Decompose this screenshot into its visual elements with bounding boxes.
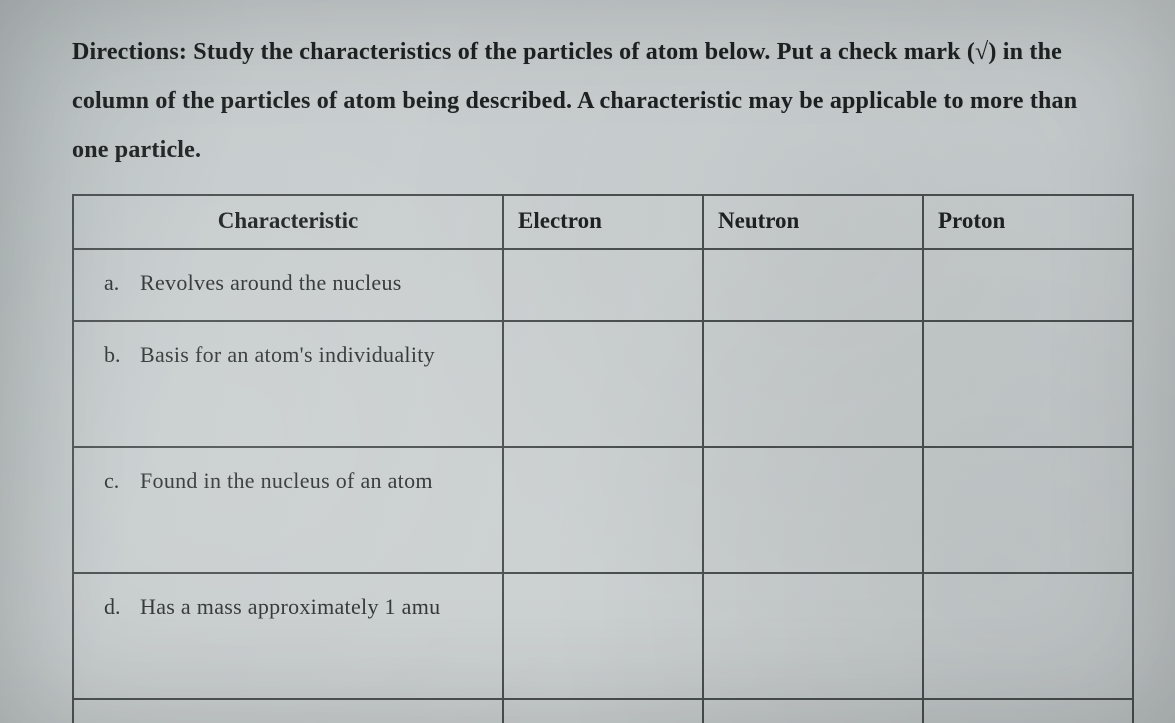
- table-row: c. Found in the nucleus of an atom: [73, 447, 1133, 573]
- header-characteristic: Characteristic: [73, 195, 503, 249]
- table-header-row: Characteristic Electron Neutron Proton: [73, 195, 1133, 249]
- characteristics-table: Characteristic Electron Neutron Proton a…: [72, 194, 1134, 723]
- row-text: Responsible for the mass of an atom: [140, 712, 490, 723]
- row-letter: c.: [104, 460, 140, 503]
- header-proton: Proton: [923, 195, 1133, 249]
- directions-lead: Directions:: [72, 39, 187, 65]
- row-letter: b.: [104, 334, 140, 377]
- table-row: b. Basis for an atom's individuality: [73, 321, 1133, 447]
- worksheet-page: Directions: Study the characteristics of…: [0, 0, 1175, 723]
- row-text: Found in the nucleus of an atom: [140, 460, 490, 503]
- header-neutron: Neutron: [703, 195, 923, 249]
- row-text: Has a mass approximately 1 amu: [140, 586, 490, 629]
- row-text: Revolves around the nucleus: [140, 262, 490, 305]
- row-letter: a.: [104, 262, 140, 305]
- characteristic-cell: a. Revolves around the nucleus: [74, 250, 502, 321]
- row-letter: e.: [104, 712, 140, 723]
- row-letter: d.: [104, 586, 140, 629]
- directions-body: Study the characteristics of the particl…: [72, 39, 1077, 163]
- table-row: d. Has a mass approximately 1 amu: [73, 573, 1133, 699]
- row-text: Basis for an atom's individuality: [140, 334, 490, 377]
- characteristic-cell: c. Found in the nucleus of an atom: [74, 448, 502, 572]
- directions-paragraph: Directions: Study the characteristics of…: [72, 28, 1117, 176]
- table-row: e. Responsible for the mass of an atom: [73, 699, 1133, 723]
- header-electron: Electron: [503, 195, 703, 249]
- table-row: a. Revolves around the nucleus: [73, 249, 1133, 322]
- characteristic-cell: b. Basis for an atom's individuality: [74, 322, 502, 446]
- characteristic-cell: d. Has a mass approximately 1 amu: [74, 574, 502, 698]
- characteristic-cell: e. Responsible for the mass of an atom: [74, 700, 502, 723]
